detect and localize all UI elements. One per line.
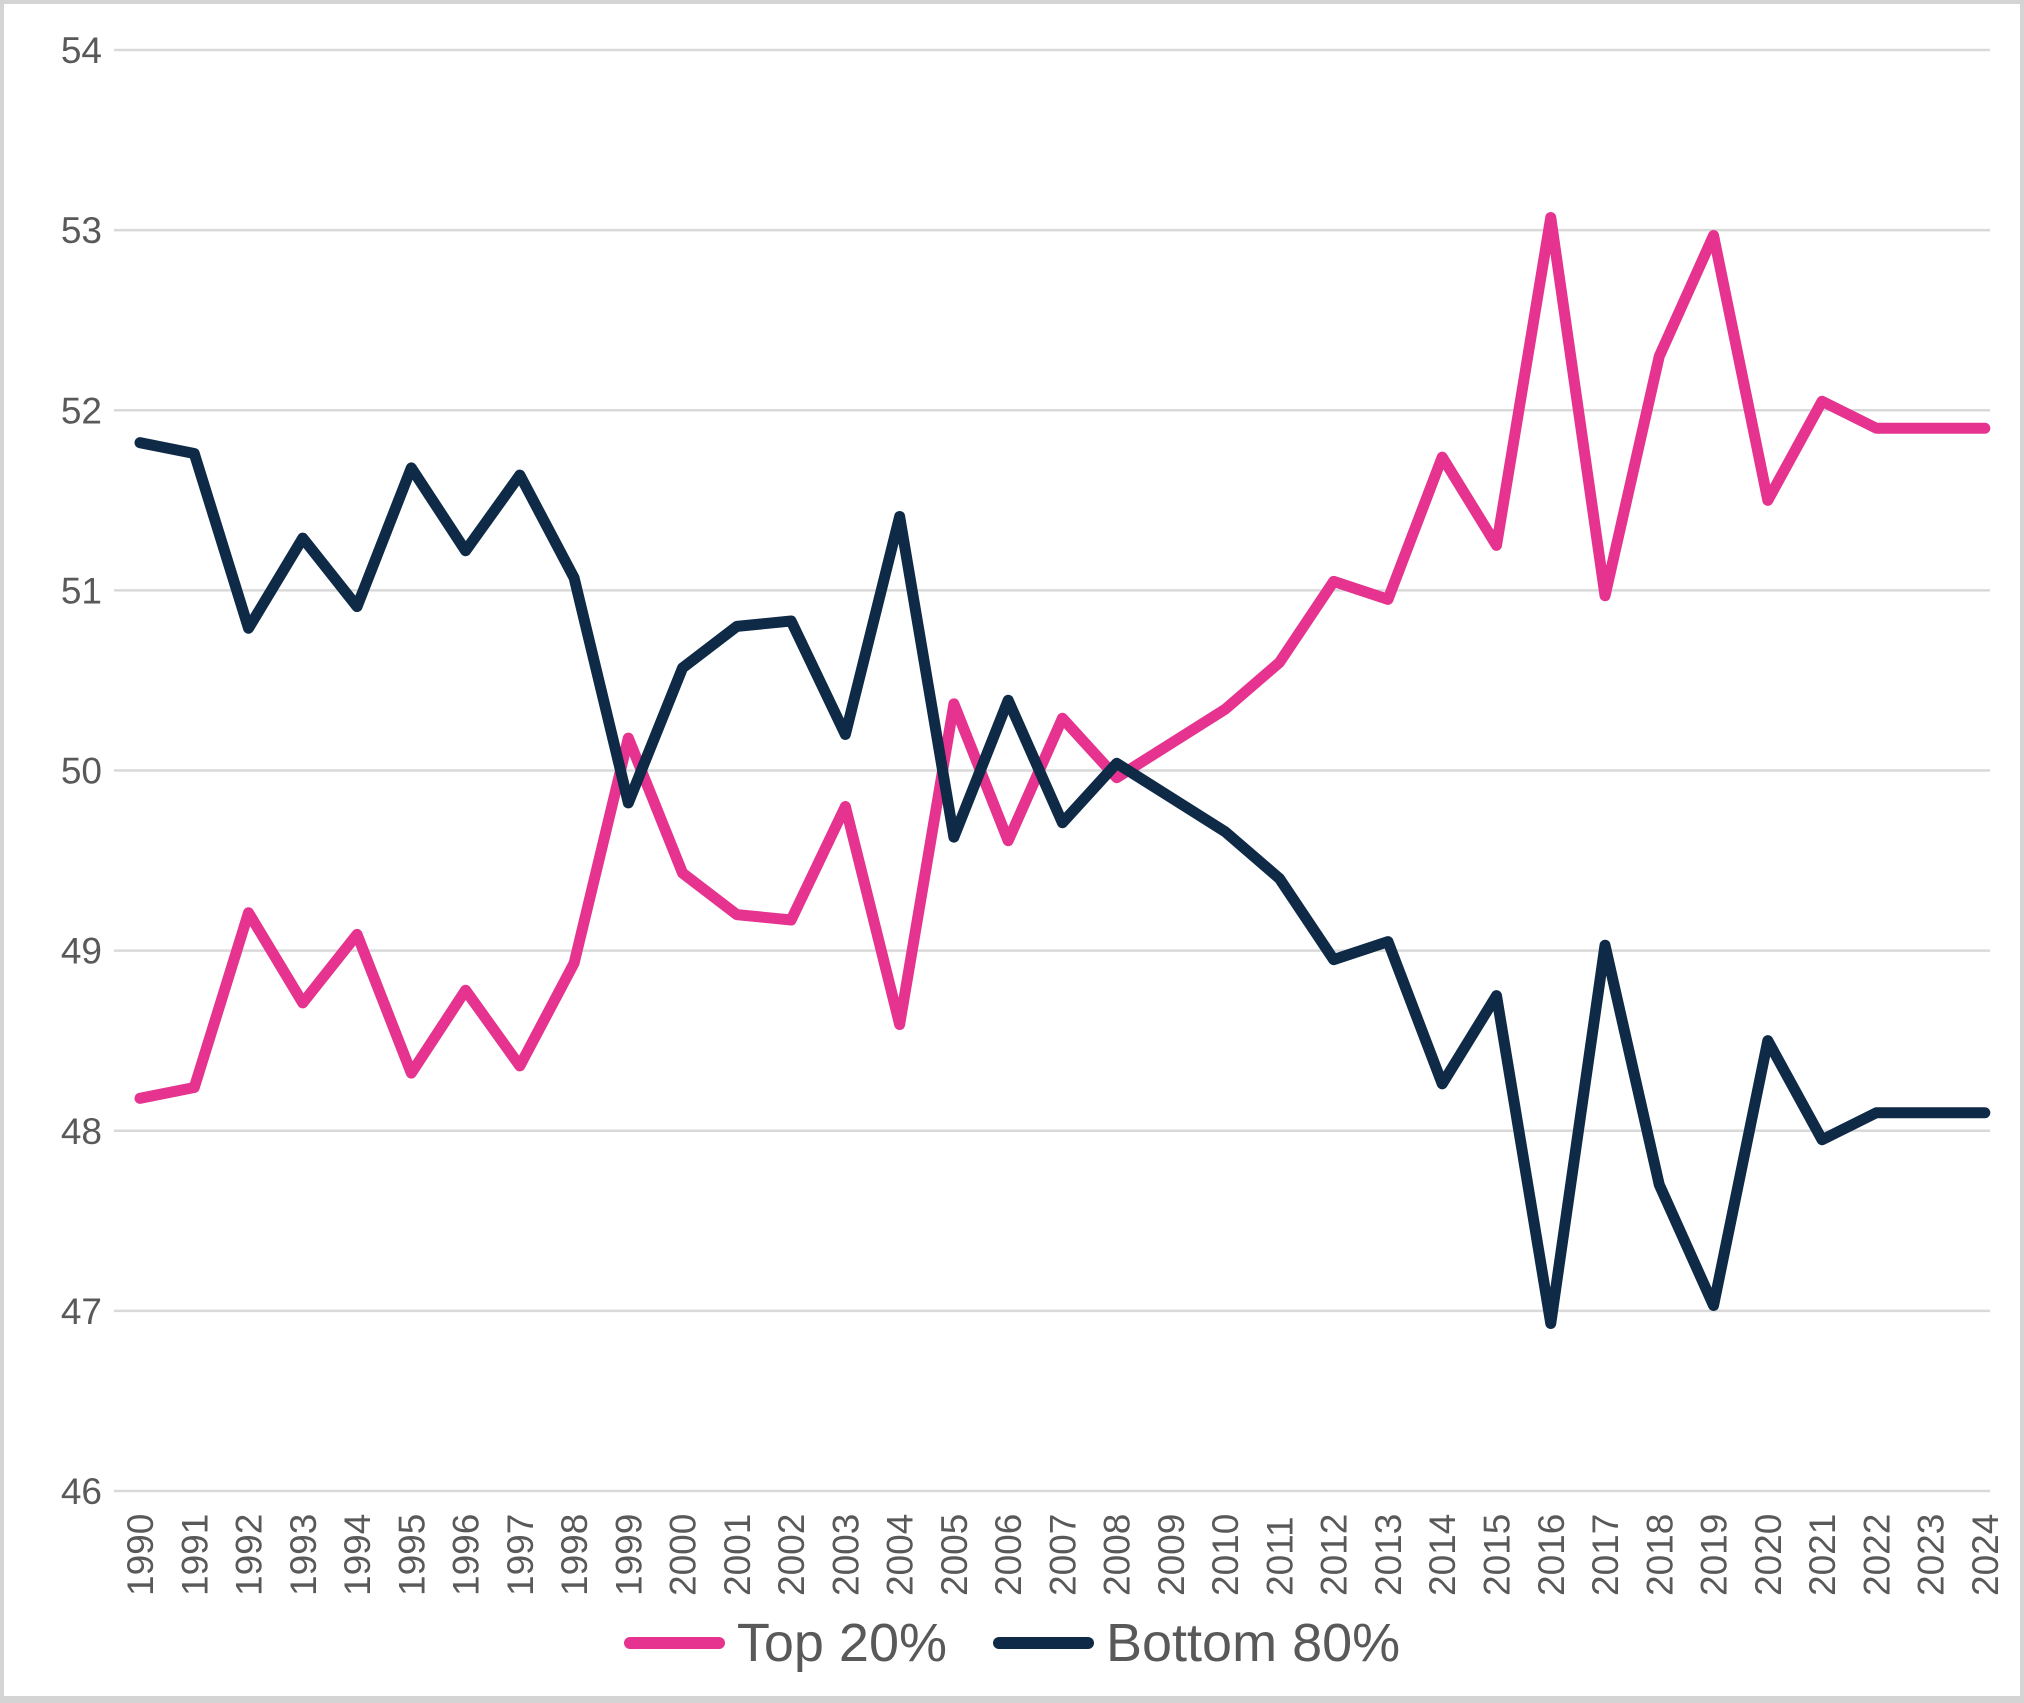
x-tick-label: 2021 [1802,1514,1843,1596]
x-tick-label: 2013 [1368,1514,1409,1596]
x-tick-label: 1997 [500,1514,541,1596]
x-tick-label: 1999 [608,1514,649,1596]
y-tick-label: 54 [61,30,102,71]
x-tick-label: 2011 [1259,1516,1300,1596]
x-tick-label: 2012 [1314,1514,1355,1596]
x-tick-label: 2001 [717,1514,758,1596]
y-tick-label: 46 [61,1471,102,1512]
x-tick-label: 2010 [1205,1514,1246,1596]
x-tick-label: 2020 [1748,1514,1789,1596]
x-tick-label: 2004 [880,1514,921,1596]
x-tick-label: 2006 [988,1514,1029,1596]
y-tick-label: 47 [61,1291,102,1332]
x-tick-label: 2007 [1042,1514,1083,1596]
x-tick-label: 1993 [283,1514,324,1596]
y-tick-label: 49 [61,931,102,972]
x-tick-label: 1998 [554,1514,595,1596]
y-tick-label: 48 [61,1111,102,1152]
x-tick-label: 1990 [120,1514,161,1596]
x-tick-label: 2017 [1585,1514,1626,1596]
x-tick-label: 2003 [825,1514,866,1596]
x-tick-label: 2022 [1856,1514,1897,1596]
x-tick-label: 2002 [771,1514,812,1596]
y-tick-label: 53 [61,210,102,251]
x-tick-label: 2005 [934,1514,975,1596]
x-tick-label: 1995 [391,1514,432,1596]
x-tick-label: 1996 [446,1514,487,1596]
x-tick-label: 2024 [1965,1514,2006,1596]
x-tick-label: 1992 [229,1514,270,1596]
x-tick-label: 2009 [1151,1514,1192,1596]
x-tick-label: 2018 [1639,1514,1680,1596]
x-tick-label: 2000 [663,1514,704,1596]
x-tick-label: 2016 [1531,1514,1572,1596]
series-line-top20 [134,212,1991,1104]
y-tick-label: 52 [61,390,102,431]
x-tick-label: 1994 [337,1514,378,1596]
y-tick-label: 51 [61,570,102,611]
x-tick-label: 2014 [1422,1514,1463,1596]
series-line-bottom80 [134,437,1991,1329]
y-tick-label: 50 [61,751,102,792]
x-tick-label: 2019 [1694,1514,1735,1596]
x-tick-label: 2023 [1911,1514,1952,1596]
x-tick-label: 2015 [1477,1514,1518,1596]
x-tick-label: 1991 [174,1514,215,1596]
x-tick-label: 2008 [1097,1514,1138,1596]
